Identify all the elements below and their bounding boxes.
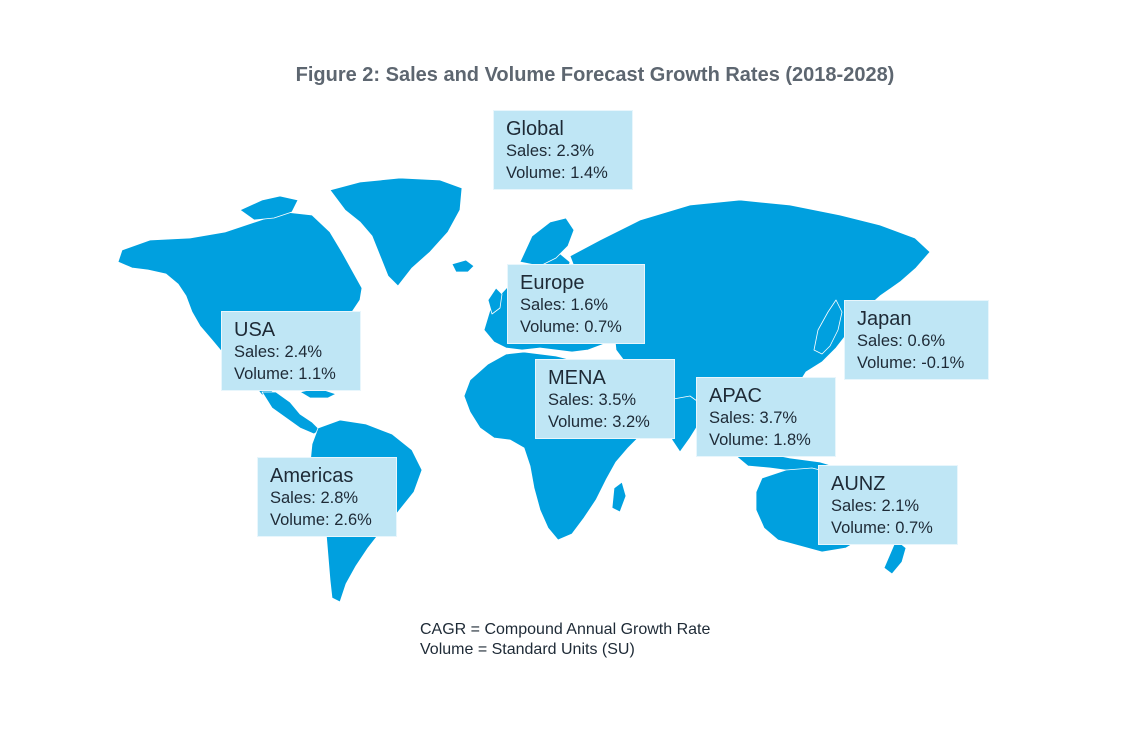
footnote-volume: Volume = Standard Units (SU) (420, 641, 635, 658)
footnote-cagr: CAGR = Compound Annual Growth Rate (420, 621, 711, 638)
region-name: Europe (520, 272, 585, 294)
madagascar-shape (611, 481, 627, 513)
region-sales: Sales: 2.4% (234, 343, 323, 361)
region-box-mena: MENA Sales: 3.5% Volume: 3.2% (535, 359, 675, 439)
region-volume: Volume: 1.8% (709, 430, 811, 449)
iceland-shape (451, 259, 475, 273)
region-volume: Volume: 1.4% (506, 163, 608, 182)
region-sales: Sales: 3.7% (709, 409, 798, 427)
region-name: Americas (270, 465, 354, 487)
region-volume: Volume: 0.7% (520, 317, 622, 336)
region-name: Japan (857, 308, 912, 330)
region-box-apac: APAC Sales: 3.7% Volume: 1.8% (696, 377, 836, 457)
region-box-global: Global Sales: 2.3% Volume: 1.4% (493, 110, 633, 190)
uk-shape (487, 287, 503, 315)
region-name: Global (506, 118, 564, 140)
arctic-islands-shape (239, 195, 299, 221)
region-volume: Volume: 2.6% (270, 510, 372, 529)
region-box-aunz: AUNZ Sales: 2.1% Volume: 0.7% (818, 465, 958, 545)
region-box-japan: Japan Sales: 0.6% Volume: -0.1% (844, 300, 989, 380)
region-sales: Sales: 1.6% (520, 296, 609, 314)
scandinavia-shape (519, 217, 575, 267)
region-name: APAC (709, 385, 762, 407)
region-sales: Sales: 2.1% (831, 497, 920, 515)
region-sales: Sales: 3.5% (548, 391, 637, 409)
figure-title: Figure 2: Sales and Volume Forecast Grow… (295, 64, 895, 86)
new-zealand-shape (883, 539, 907, 575)
region-name: AUNZ (831, 473, 886, 495)
region-volume: Volume: -0.1% (857, 353, 965, 372)
region-volume: Volume: 3.2% (548, 412, 650, 431)
region-volume: Volume: 0.7% (831, 518, 933, 537)
region-name: USA (234, 319, 276, 341)
region-box-usa: USA Sales: 2.4% Volume: 1.1% (221, 311, 361, 391)
region-sales: Sales: 2.3% (506, 142, 595, 160)
footnote: CAGR = Compound Annual Growth Rate Volum… (420, 620, 710, 660)
region-sales: Sales: 2.8% (270, 489, 359, 507)
region-sales: Sales: 0.6% (857, 332, 946, 350)
region-volume: Volume: 1.1% (234, 364, 336, 383)
region-box-europe: Europe Sales: 1.6% Volume: 0.7% (507, 264, 645, 344)
japan-shape (813, 299, 843, 355)
region-box-americas: Americas Sales: 2.8% Volume: 2.6% (257, 457, 397, 537)
greenland-shape (329, 177, 463, 287)
region-name: MENA (548, 367, 606, 389)
